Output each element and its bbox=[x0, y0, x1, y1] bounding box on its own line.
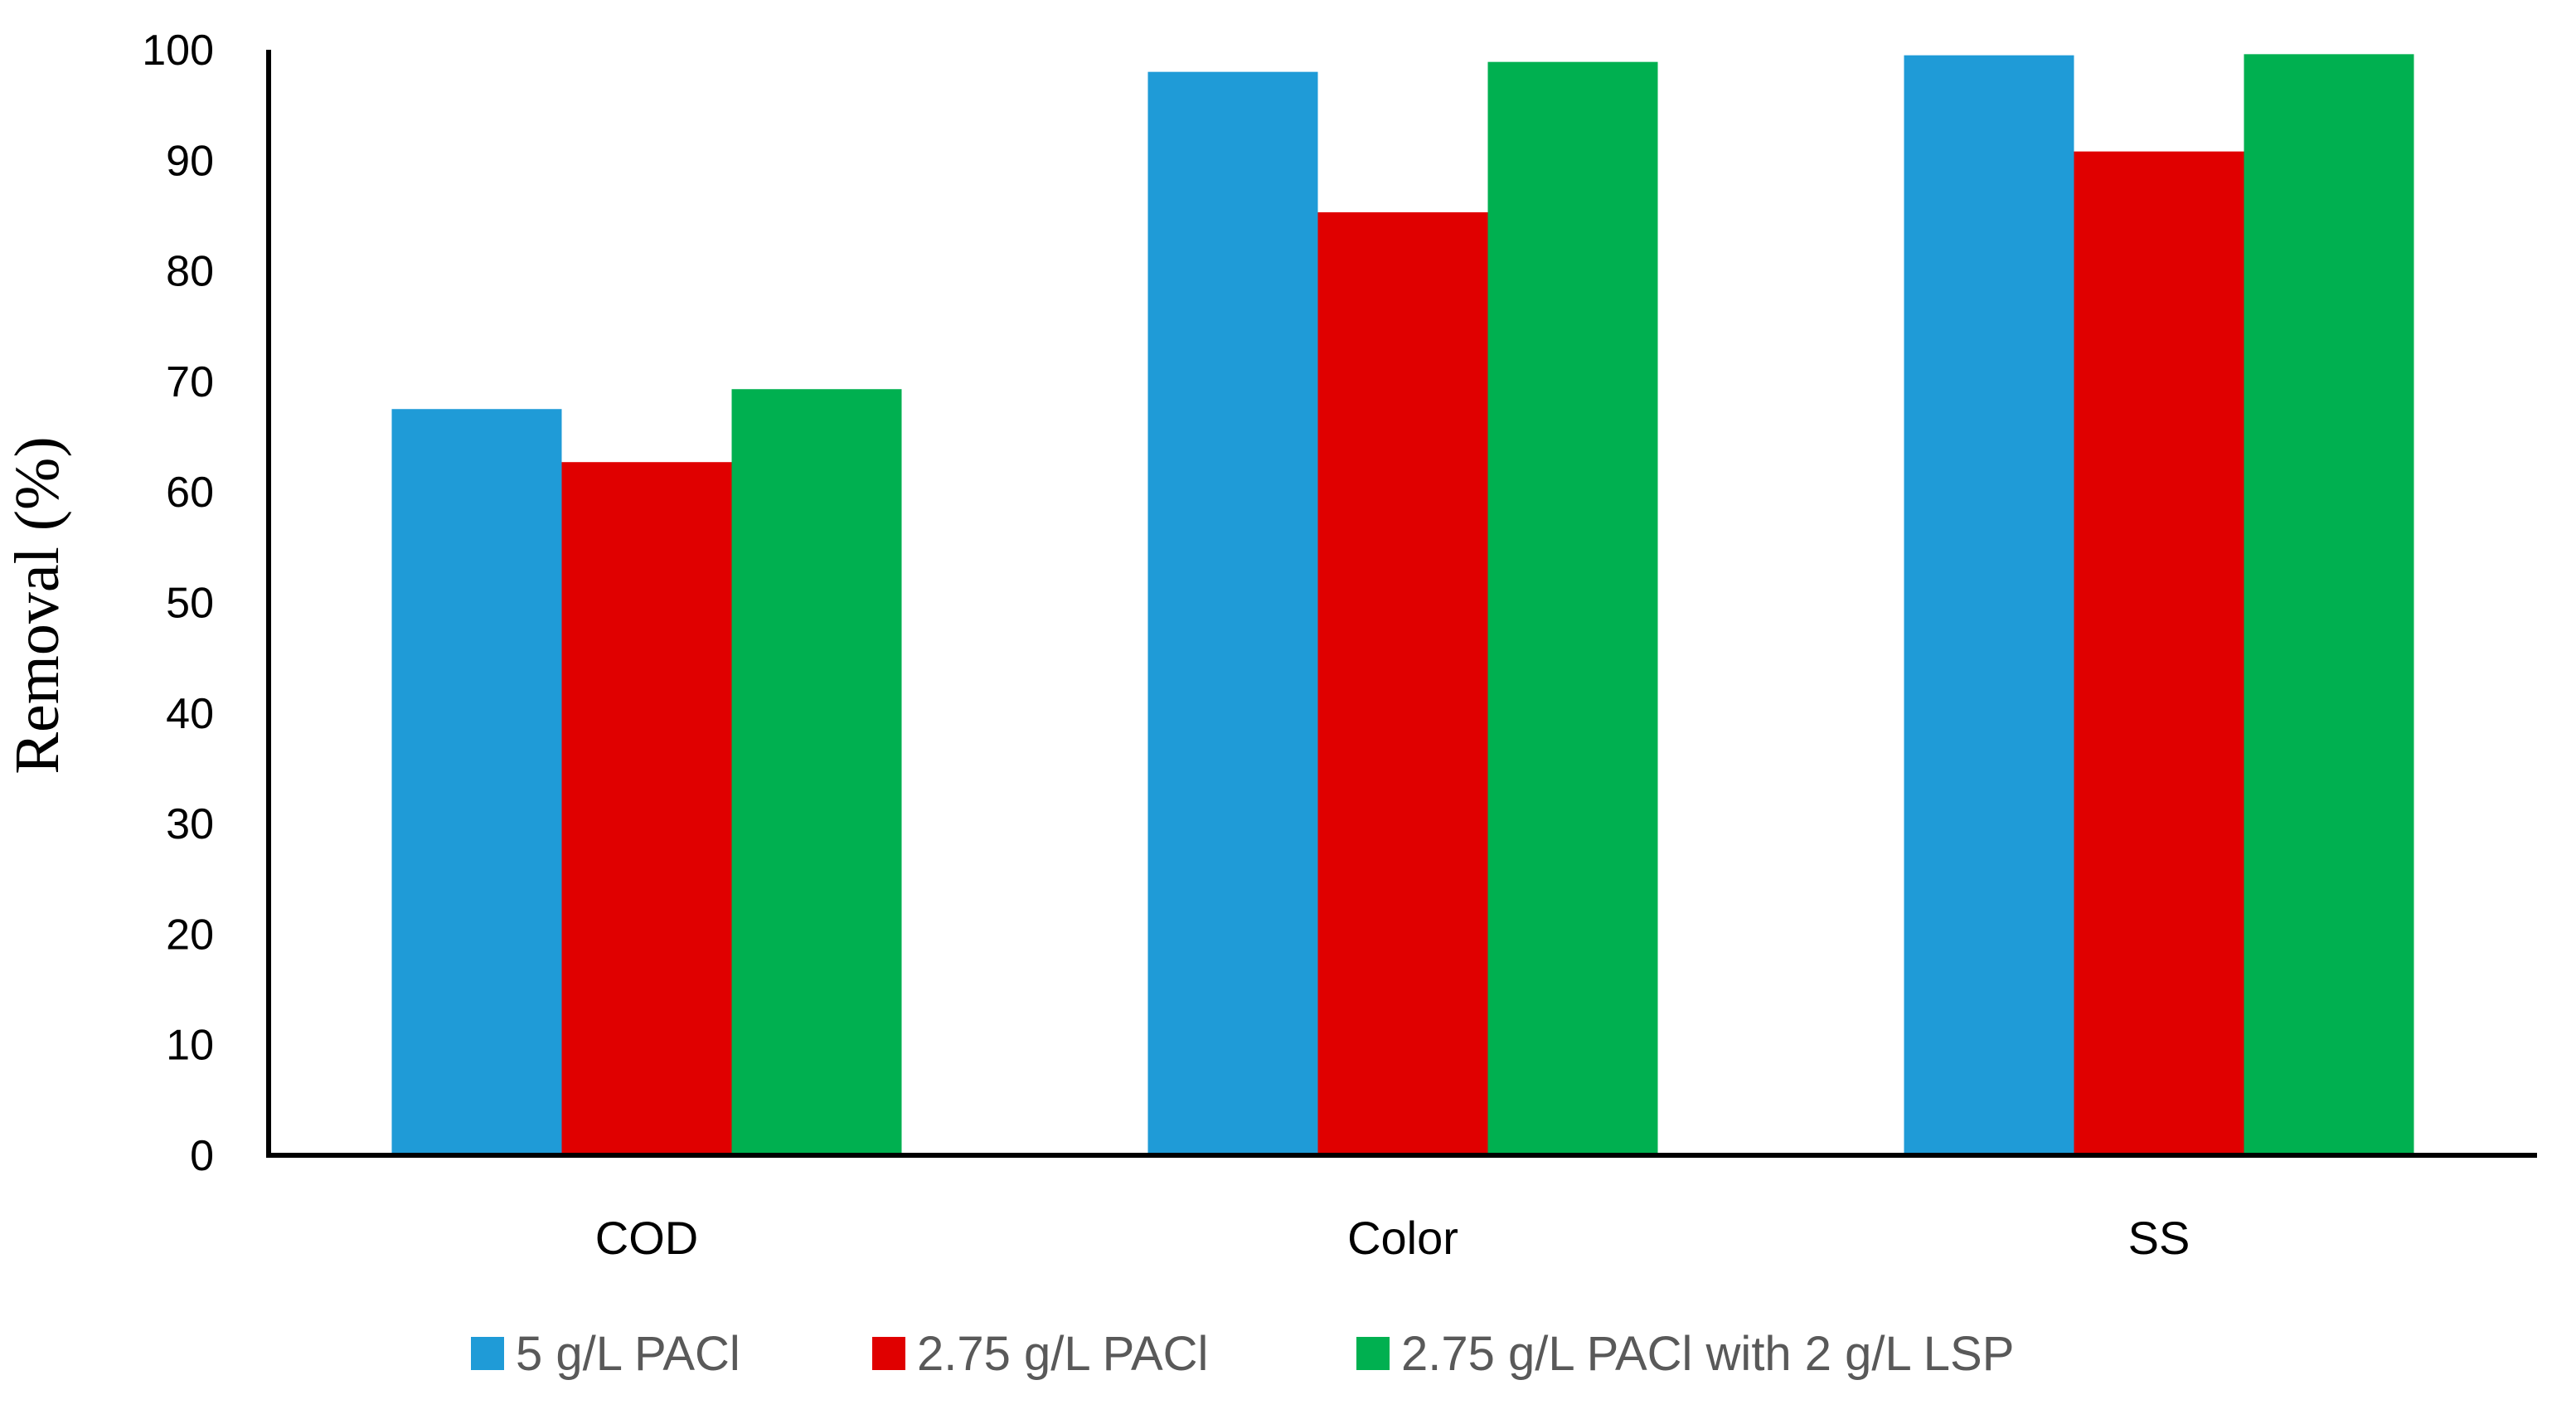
bar-group bbox=[391, 54, 2414, 1156]
legend-label: 5 g/L PACl bbox=[516, 1327, 740, 1381]
bar-cod-series-1 bbox=[391, 409, 562, 1156]
x-category-label: SS bbox=[2128, 1212, 2190, 1264]
legend-label: 2.75 g/L PACl with 2 g/L LSP bbox=[1401, 1327, 2014, 1381]
y-axis-label: Removal (%) bbox=[2, 436, 72, 774]
y-tick-label: 30 bbox=[166, 800, 214, 848]
y-tick-label: 40 bbox=[166, 690, 214, 738]
y-tick-label: 0 bbox=[190, 1132, 214, 1180]
bar-color-series-2 bbox=[1317, 211, 1488, 1155]
y-tick-label: 80 bbox=[166, 248, 214, 296]
legend-item: 2.75 g/L PACl with 2 g/L LSP bbox=[1356, 1327, 2014, 1381]
x-category-label: Color bbox=[1347, 1212, 1458, 1264]
bar-cod-series-2 bbox=[561, 462, 732, 1155]
legend-swatch bbox=[1356, 1337, 1390, 1370]
x-category-label: COD bbox=[595, 1212, 698, 1264]
legend-swatch bbox=[471, 1337, 504, 1370]
bar-ss-series-1 bbox=[1904, 55, 2074, 1155]
bar-color-series-3 bbox=[1487, 61, 1658, 1156]
y-tick-labels: 0 10 20 30 40 50 60 70 80 90 100 bbox=[142, 27, 214, 1180]
legend-item: 5 g/L PACl bbox=[471, 1327, 740, 1381]
y-tick-label: 70 bbox=[166, 358, 214, 406]
y-tick-label: 90 bbox=[166, 137, 214, 185]
legend-label: 2.75 g/L PACl bbox=[917, 1327, 1208, 1381]
y-tick-label: 50 bbox=[166, 580, 214, 628]
y-tick-label: 10 bbox=[166, 1022, 214, 1070]
bar-cod-series-3 bbox=[731, 389, 902, 1156]
y-tick-label: 100 bbox=[142, 27, 214, 75]
y-tick-label: 60 bbox=[166, 469, 214, 517]
bar-ss-series-3 bbox=[2244, 54, 2414, 1155]
x-category-labels: COD Color SS bbox=[595, 1212, 2190, 1264]
legend: 5 g/L PACl 2.75 g/L PACl 2.75 g/L PACl wit… bbox=[471, 1327, 2014, 1381]
bar-color-series-1 bbox=[1147, 71, 1318, 1155]
legend-item: 2.75 g/L PACl bbox=[872, 1327, 1208, 1381]
legend-swatch bbox=[872, 1337, 905, 1370]
bar-ss-series-2 bbox=[2074, 151, 2244, 1156]
y-tick-label: 20 bbox=[166, 911, 214, 959]
